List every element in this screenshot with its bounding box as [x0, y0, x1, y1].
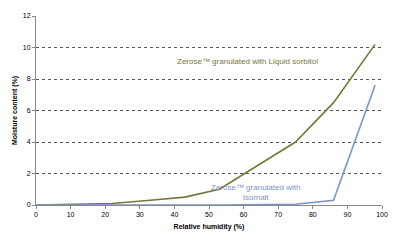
svg-text:Zerose™ granulated with Liquid: Zerose™ granulated with Liquid sorbitol [177, 57, 318, 66]
svg-text:Moisture content (%): Moisture content (%) [11, 76, 19, 145]
svg-text:70: 70 [274, 211, 282, 218]
svg-text:30: 30 [136, 211, 144, 218]
svg-text:4: 4 [27, 138, 31, 145]
svg-text:0: 0 [34, 211, 38, 218]
svg-text:Relative humidity (%): Relative humidity (%) [174, 223, 245, 231]
svg-text:80: 80 [309, 211, 317, 218]
svg-text:60: 60 [240, 211, 248, 218]
svg-text:Zerose™ granulated withIsomalt: Zerose™ granulated withIsomalt [211, 183, 300, 202]
svg-text:40: 40 [171, 211, 179, 218]
svg-text:12: 12 [23, 12, 31, 19]
svg-text:10: 10 [67, 211, 75, 218]
svg-text:20: 20 [101, 211, 109, 218]
svg-text:0: 0 [27, 201, 31, 208]
svg-text:100: 100 [376, 211, 388, 218]
svg-text:8: 8 [27, 75, 31, 82]
svg-text:2: 2 [27, 170, 31, 177]
svg-text:10: 10 [23, 44, 31, 51]
svg-text:90: 90 [344, 211, 352, 218]
svg-text:6: 6 [27, 107, 31, 114]
svg-text:50: 50 [205, 211, 213, 218]
